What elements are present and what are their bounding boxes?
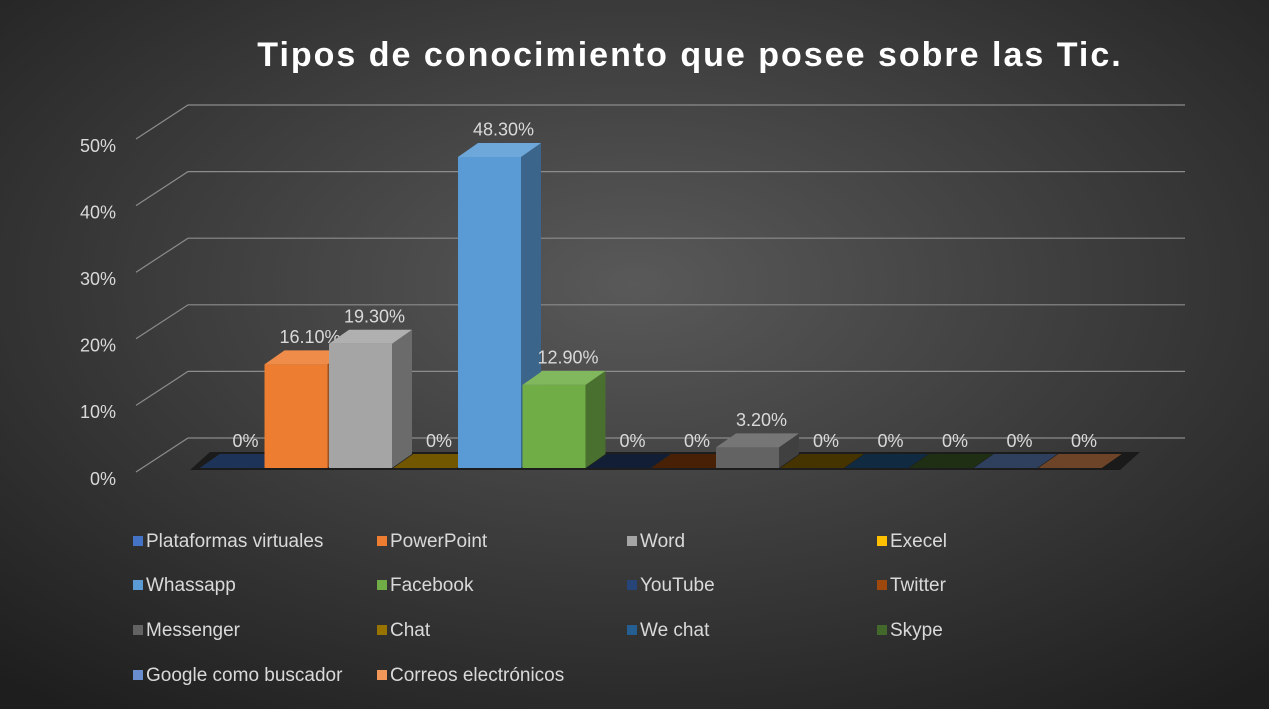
data-label: 0%: [684, 431, 710, 451]
bar-top-shade: [264, 350, 348, 365]
bar-top-shade: [845, 454, 928, 468]
data-label: 0%: [232, 431, 258, 451]
bar-side: [585, 370, 606, 468]
legend-label: Correos electrónicos: [390, 665, 564, 686]
bar: [458, 156, 521, 468]
bar-top-shade: [522, 370, 606, 385]
grid-line: [135, 304, 1185, 340]
y-tick-label: 20%: [80, 336, 116, 356]
bar-top: [329, 329, 412, 344]
bar-top: [522, 370, 606, 385]
y-tick-label: 50%: [80, 136, 116, 156]
bar-top-shade: [651, 454, 735, 468]
bar-side: [779, 433, 799, 468]
data-label: 12.90%: [537, 348, 598, 368]
data-label: 0%: [619, 431, 645, 451]
bar-side-shade: [779, 433, 799, 468]
bar-top: [716, 433, 799, 448]
legend-label: We chat: [640, 620, 710, 641]
data-label: 0%: [1071, 431, 1097, 451]
legend-label: Chat: [390, 620, 431, 641]
bar: [716, 447, 779, 468]
bar-top-shade: [909, 454, 993, 468]
legend-label: Plataformas virtuales: [146, 531, 323, 552]
data-label: 0%: [426, 431, 452, 451]
bar-side-shade: [392, 329, 412, 468]
legend-label: Messenger: [146, 620, 241, 641]
bar-top-shade: [393, 454, 477, 468]
y-tick-label: 40%: [80, 202, 116, 222]
legend-swatch: [133, 625, 143, 635]
grid-line: [135, 171, 1185, 207]
data-label: 48.30%: [473, 120, 534, 140]
bar-top-shade: [458, 142, 541, 157]
bar: [329, 343, 392, 468]
data-label: 16.10%: [279, 327, 340, 347]
legend-swatch: [627, 625, 637, 635]
data-label: 19.30%: [344, 306, 405, 326]
legend-label: Execel: [890, 531, 947, 552]
data-label: 0%: [942, 431, 968, 451]
grid-line: [135, 437, 1185, 473]
legend-label: Skype: [890, 620, 943, 641]
legend-swatch: [627, 536, 637, 546]
legend-label: Whassapp: [146, 575, 236, 596]
bar: [264, 364, 328, 468]
legend-label: Twitter: [890, 575, 947, 596]
legend-swatch: [133, 670, 143, 680]
chart-title: Tipos de conocimiento que posee sobre la…: [257, 36, 1122, 74]
bar-top-shade: [974, 454, 1057, 468]
bar-top-shade: [329, 329, 412, 344]
bar-top: [458, 142, 541, 157]
grid-line: [135, 370, 1185, 406]
legend-swatch: [377, 536, 387, 546]
grid-line: [135, 237, 1185, 273]
bar-top-shade: [780, 454, 864, 468]
legend-swatch: [877, 536, 887, 546]
bar-top-shade: [200, 454, 283, 468]
bar: [522, 384, 586, 468]
legend-swatch: [877, 580, 887, 590]
legend-label: Facebook: [390, 575, 474, 596]
legend-swatch: [627, 580, 637, 590]
grid-line: [135, 104, 1185, 140]
legend-label: YouTube: [640, 575, 715, 596]
y-tick-label: 0%: [90, 469, 116, 489]
y-tick-label: 10%: [80, 402, 116, 422]
bar-side: [392, 329, 412, 468]
legend-swatch: [133, 580, 143, 590]
bar-side-shade: [585, 370, 606, 468]
legend-label: PowerPoint: [390, 531, 488, 552]
data-label: 0%: [877, 431, 903, 451]
data-label: 3.20%: [736, 410, 787, 430]
legend-swatch: [877, 625, 887, 635]
legend-label: Google como buscador: [146, 665, 343, 686]
bar-top-shade: [587, 454, 670, 468]
bar-top: [264, 350, 348, 365]
legend-swatch: [133, 536, 143, 546]
legend-label: Word: [640, 531, 685, 552]
bar-top-shade: [1038, 454, 1122, 468]
data-label: 0%: [1006, 431, 1032, 451]
legend-swatch: [377, 625, 387, 635]
legend-swatch: [377, 580, 387, 590]
bar-top-shade: [716, 433, 799, 448]
data-label: 0%: [813, 431, 839, 451]
legend-swatch: [377, 670, 387, 680]
y-tick-label: 30%: [80, 269, 116, 289]
